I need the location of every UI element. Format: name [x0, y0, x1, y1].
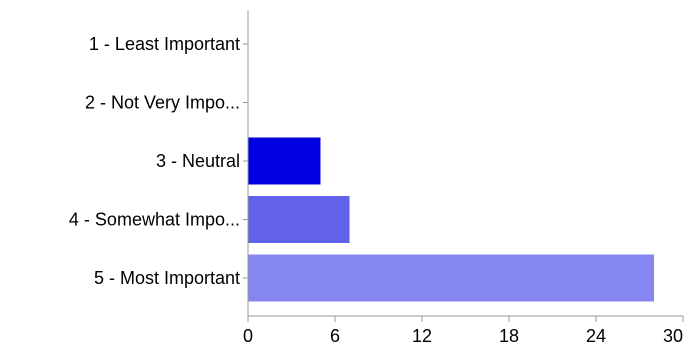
- category-label: 1 - Least Important: [89, 34, 240, 54]
- x-tick-label: 6: [330, 326, 340, 346]
- category-label: 2 - Not Very Impo...: [85, 93, 240, 113]
- x-tick-label: 12: [412, 326, 432, 346]
- x-tick-label: 18: [499, 326, 519, 346]
- axes-group: [243, 10, 684, 322]
- category-label: 4 - Somewhat Impo...: [69, 210, 240, 230]
- category-label: 5 - Most Important: [94, 268, 240, 288]
- x-tick-label: 30: [663, 326, 683, 346]
- x-tick-labels: 0 6 12 18 24 30: [243, 326, 683, 346]
- category-labels: 1 - Least Important 2 - Not Very Impo... 3…: [69, 34, 240, 288]
- category-label: 3 - Neutral: [156, 151, 240, 171]
- x-tick-label: 0: [243, 326, 253, 346]
- bar-5-most-important: [248, 254, 654, 302]
- x-tick-label: 24: [586, 326, 606, 346]
- bars-group: [248, 137, 654, 302]
- bar-4-somewhat-impo: [248, 196, 350, 243]
- bar-3-neutral: [248, 137, 321, 185]
